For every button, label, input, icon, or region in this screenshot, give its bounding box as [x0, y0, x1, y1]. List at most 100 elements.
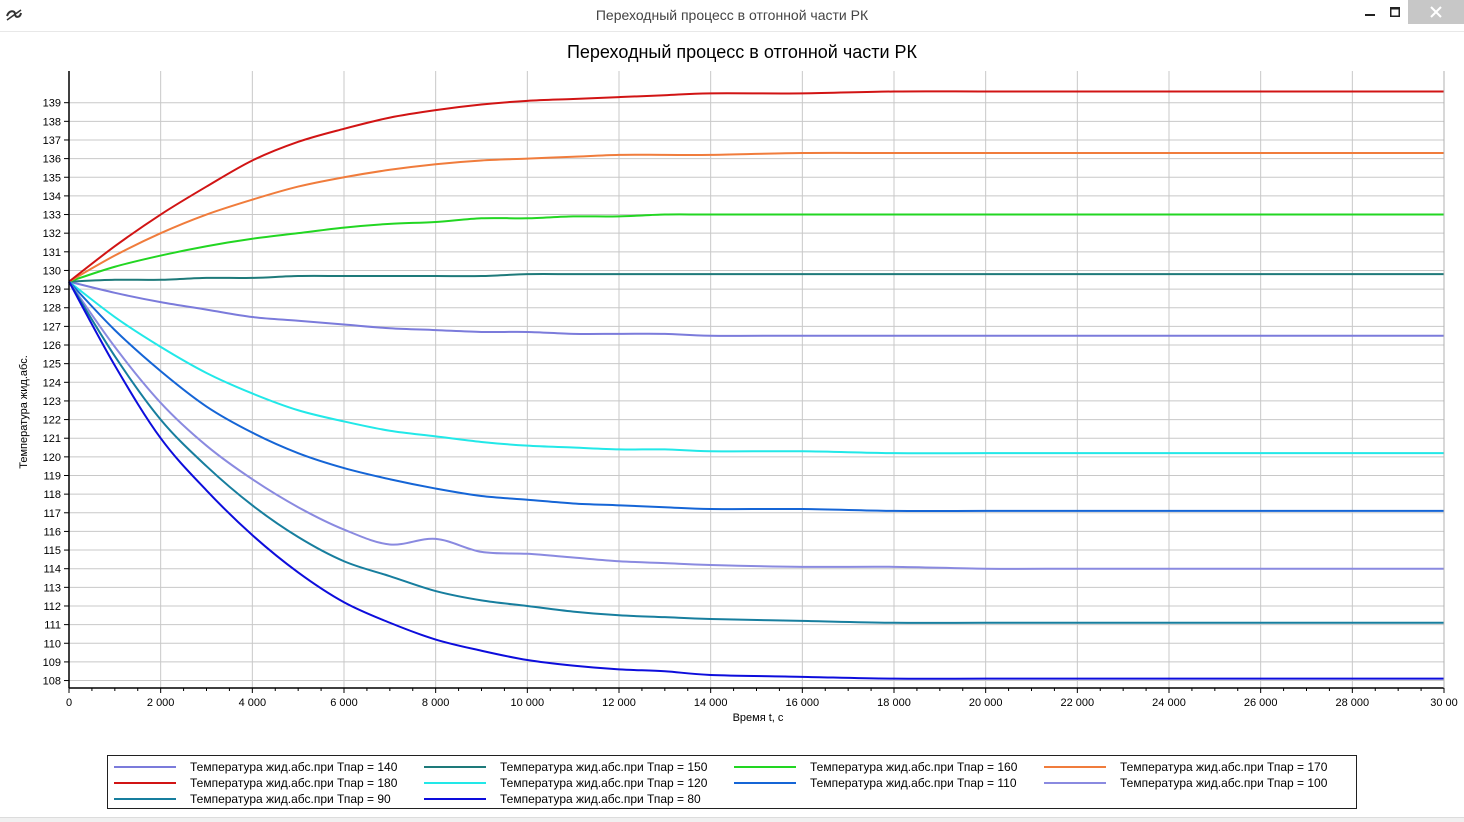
legend-swatch — [114, 766, 176, 768]
y-tick-label: 121 — [43, 433, 61, 445]
legend-entry-3: Температура жид.абс.при Тпар = 160 — [734, 759, 1017, 775]
legend-entry-7: Температура жид.абс.при Тпар = 110 — [734, 775, 1017, 791]
legend-entry-6: Температура жид.абс.при Тпар = 120 — [424, 775, 707, 791]
series-line-1 — [68, 280, 1444, 337]
legend-swatch — [424, 766, 486, 768]
y-tick-label: 122 — [43, 415, 61, 427]
x-tick-label: 24 000 — [1152, 697, 1186, 709]
series-line-3 — [68, 213, 1444, 283]
y-tick-label: 112 — [43, 601, 61, 613]
maximize-button[interactable] — [1381, 0, 1409, 24]
legend-entry-9: Температура жид.абс.при Тпар = 90 — [114, 791, 391, 807]
app-icon — [6, 9, 22, 21]
legend-swatch — [734, 782, 796, 784]
y-tick-label: 116 — [43, 526, 61, 538]
y-tick-label: 134 — [43, 191, 61, 203]
series-line-8 — [68, 281, 1444, 570]
axes: 0 2 000 4 000 6 000 8 000 10 000 12 000 14 000 1… — [43, 71, 1458, 709]
y-tick-label: 123 — [43, 396, 61, 408]
legend-entry-10: Температура жид.абс.при Тпар = 80 — [424, 791, 701, 807]
legend-swatch — [424, 798, 486, 800]
y-tick-label: 109 — [43, 657, 61, 669]
y-tick-label: 117 — [43, 508, 61, 520]
y-tick-label: 111 — [44, 620, 61, 632]
transient-chart: Переходный процесс в отгонной части РК 0… — [18, 42, 1458, 724]
y-tick-label: 131 — [43, 247, 61, 259]
y-tick-label: 133 — [43, 210, 61, 222]
y-tick-label: 113 — [43, 582, 61, 594]
x-tick-label: 26 000 — [1244, 697, 1278, 709]
legend-entry-4: Температура жид.абс.при Тпар = 170 — [1044, 759, 1327, 775]
grid-lines — [69, 71, 1445, 688]
legend-swatch — [424, 782, 486, 784]
y-tick-label: 127 — [43, 321, 61, 333]
y-tick-label: 118 — [43, 489, 61, 501]
y-tick-label: 128 — [43, 303, 61, 315]
close-button[interactable] — [1408, 0, 1464, 24]
x-tick-label: 28 000 — [1336, 697, 1370, 709]
x-tick-label: 16 000 — [786, 697, 820, 709]
legend-label: Температура жид.абс.при Тпар = 100 — [1120, 776, 1328, 790]
y-tick-label: 130 — [43, 265, 61, 277]
series-line-7 — [68, 280, 1444, 513]
chart-legend: Температура жид.абс.при Тпар = 140 Темпер… — [107, 755, 1357, 809]
legend-label: Температура жид.абс.при Тпар = 90 — [190, 792, 391, 806]
y-tick-label: 126 — [43, 340, 61, 352]
series-line-9 — [68, 281, 1444, 624]
legend-swatch — [114, 798, 176, 800]
maximize-icon — [1390, 7, 1400, 17]
x-tick-label: 0 — [66, 697, 72, 709]
legend-label: Температура жид.абс.при Тпар = 180 — [190, 776, 398, 790]
y-tick-label: 119 — [43, 470, 61, 482]
x-tick-label: 30 00 — [1430, 697, 1458, 709]
y-tick-label: 125 — [43, 359, 61, 371]
legend-label: Температура жид.абс.при Тпар = 170 — [1120, 760, 1328, 774]
x-tick-label: 4 000 — [239, 697, 267, 709]
legend-swatch — [734, 766, 796, 768]
legend-label: Температура жид.абс.при Тпар = 160 — [810, 760, 1018, 774]
series-lines — [68, 90, 1444, 680]
x-tick-label: 22 000 — [1061, 697, 1095, 709]
y-tick-label: 135 — [43, 172, 61, 184]
series-line-4 — [68, 151, 1444, 283]
legend-entry-2: Температура жид.абс.при Тпар = 150 — [424, 759, 707, 775]
x-tick-label: 10 000 — [511, 697, 545, 709]
y-axis-label: Температура жид.абс. — [18, 355, 30, 469]
legend-swatch — [1044, 766, 1106, 768]
y-tick-label: 120 — [43, 452, 61, 464]
series-line-10 — [68, 281, 1444, 680]
window-title: Переходный процесс в отгонной части РК — [595, 7, 869, 23]
x-tick-label: 14 000 — [694, 697, 728, 709]
y-tick-label: 137 — [43, 135, 61, 147]
y-tick-label: 138 — [43, 116, 61, 128]
series-line-2 — [68, 273, 1444, 283]
x-tick-label: 12 000 — [602, 697, 636, 709]
legend-label: Температура жид.абс.при Тпар = 110 — [810, 776, 1017, 790]
minimize-button[interactable] — [1356, 0, 1384, 24]
y-tick-label: 129 — [43, 284, 61, 296]
window-titlebar[interactable]: Переходный процесс в отгонной части РК — [0, 0, 1464, 32]
x-tick-label: 20 000 — [969, 697, 1003, 709]
chart-title: Переходный процесс в отгонной части РК — [567, 42, 918, 62]
x-tick-label: 2 000 — [147, 697, 175, 709]
y-tick-label: 115 — [43, 545, 61, 557]
x-tick-label: 6 000 — [330, 697, 358, 709]
y-tick-label: 124 — [43, 377, 61, 389]
legend-swatch — [114, 782, 176, 784]
minimize-icon — [1365, 14, 1375, 16]
x-tick-label: 8 000 — [422, 697, 450, 709]
y-tick-label: 139 — [43, 98, 61, 110]
y-tick-label: 132 — [43, 228, 61, 240]
x-tick-label: 18 000 — [877, 697, 911, 709]
series-line-6 — [68, 280, 1444, 455]
legend-label: Температура жид.абс.при Тпар = 120 — [500, 776, 708, 790]
legend-label: Температура жид.абс.при Тпар = 140 — [190, 760, 398, 774]
y-tick-label: 114 — [43, 564, 61, 576]
y-tick-label: 108 — [43, 676, 61, 688]
y-tick-label: 110 — [43, 638, 61, 650]
legend-label: Температура жид.абс.при Тпар = 150 — [500, 760, 708, 774]
window-bottom-edge — [0, 817, 1464, 822]
series-line-5 — [68, 90, 1444, 283]
x-axis-label: Время t, с — [733, 712, 784, 724]
legend-entry-1: Температура жид.абс.при Тпар = 140 — [114, 759, 397, 775]
